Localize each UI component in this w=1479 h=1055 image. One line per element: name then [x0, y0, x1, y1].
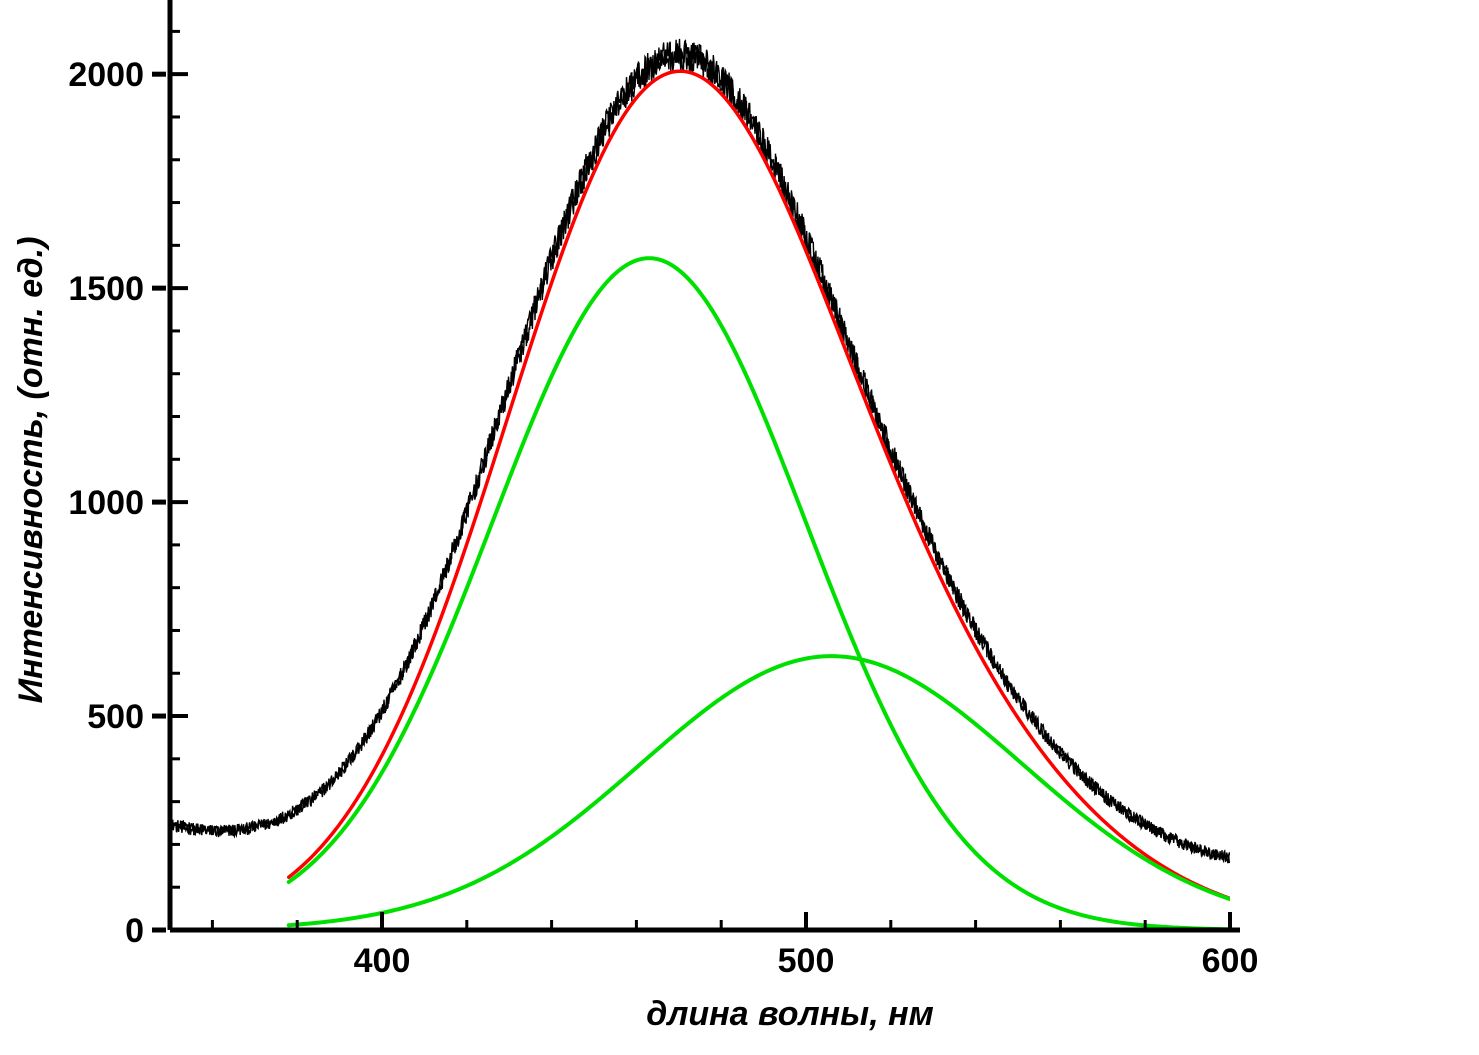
y-axis-label: Интенсивность, (отн. ед.) — [12, 237, 50, 704]
y-tick-label: 1000 — [68, 484, 144, 522]
y-tick-label: 0 — [125, 912, 144, 950]
spectrum-chart: 400 500 600 0 500 1000 1500 2000 длина волны, нм… — [0, 0, 1479, 1055]
y-tick-label: 1500 — [68, 270, 144, 308]
x-tick-label: 400 — [354, 942, 411, 980]
y-tick-label: 2000 — [68, 56, 144, 94]
y-tick-label: 500 — [87, 698, 144, 736]
chart-svg: 400 500 600 0 500 1000 1500 2000 длина волны, нм… — [0, 0, 1479, 1055]
x-tick-label: 600 — [1202, 942, 1259, 980]
x-axis-label: длина волны, нм — [646, 995, 934, 1033]
x-tick-label: 500 — [778, 942, 835, 980]
